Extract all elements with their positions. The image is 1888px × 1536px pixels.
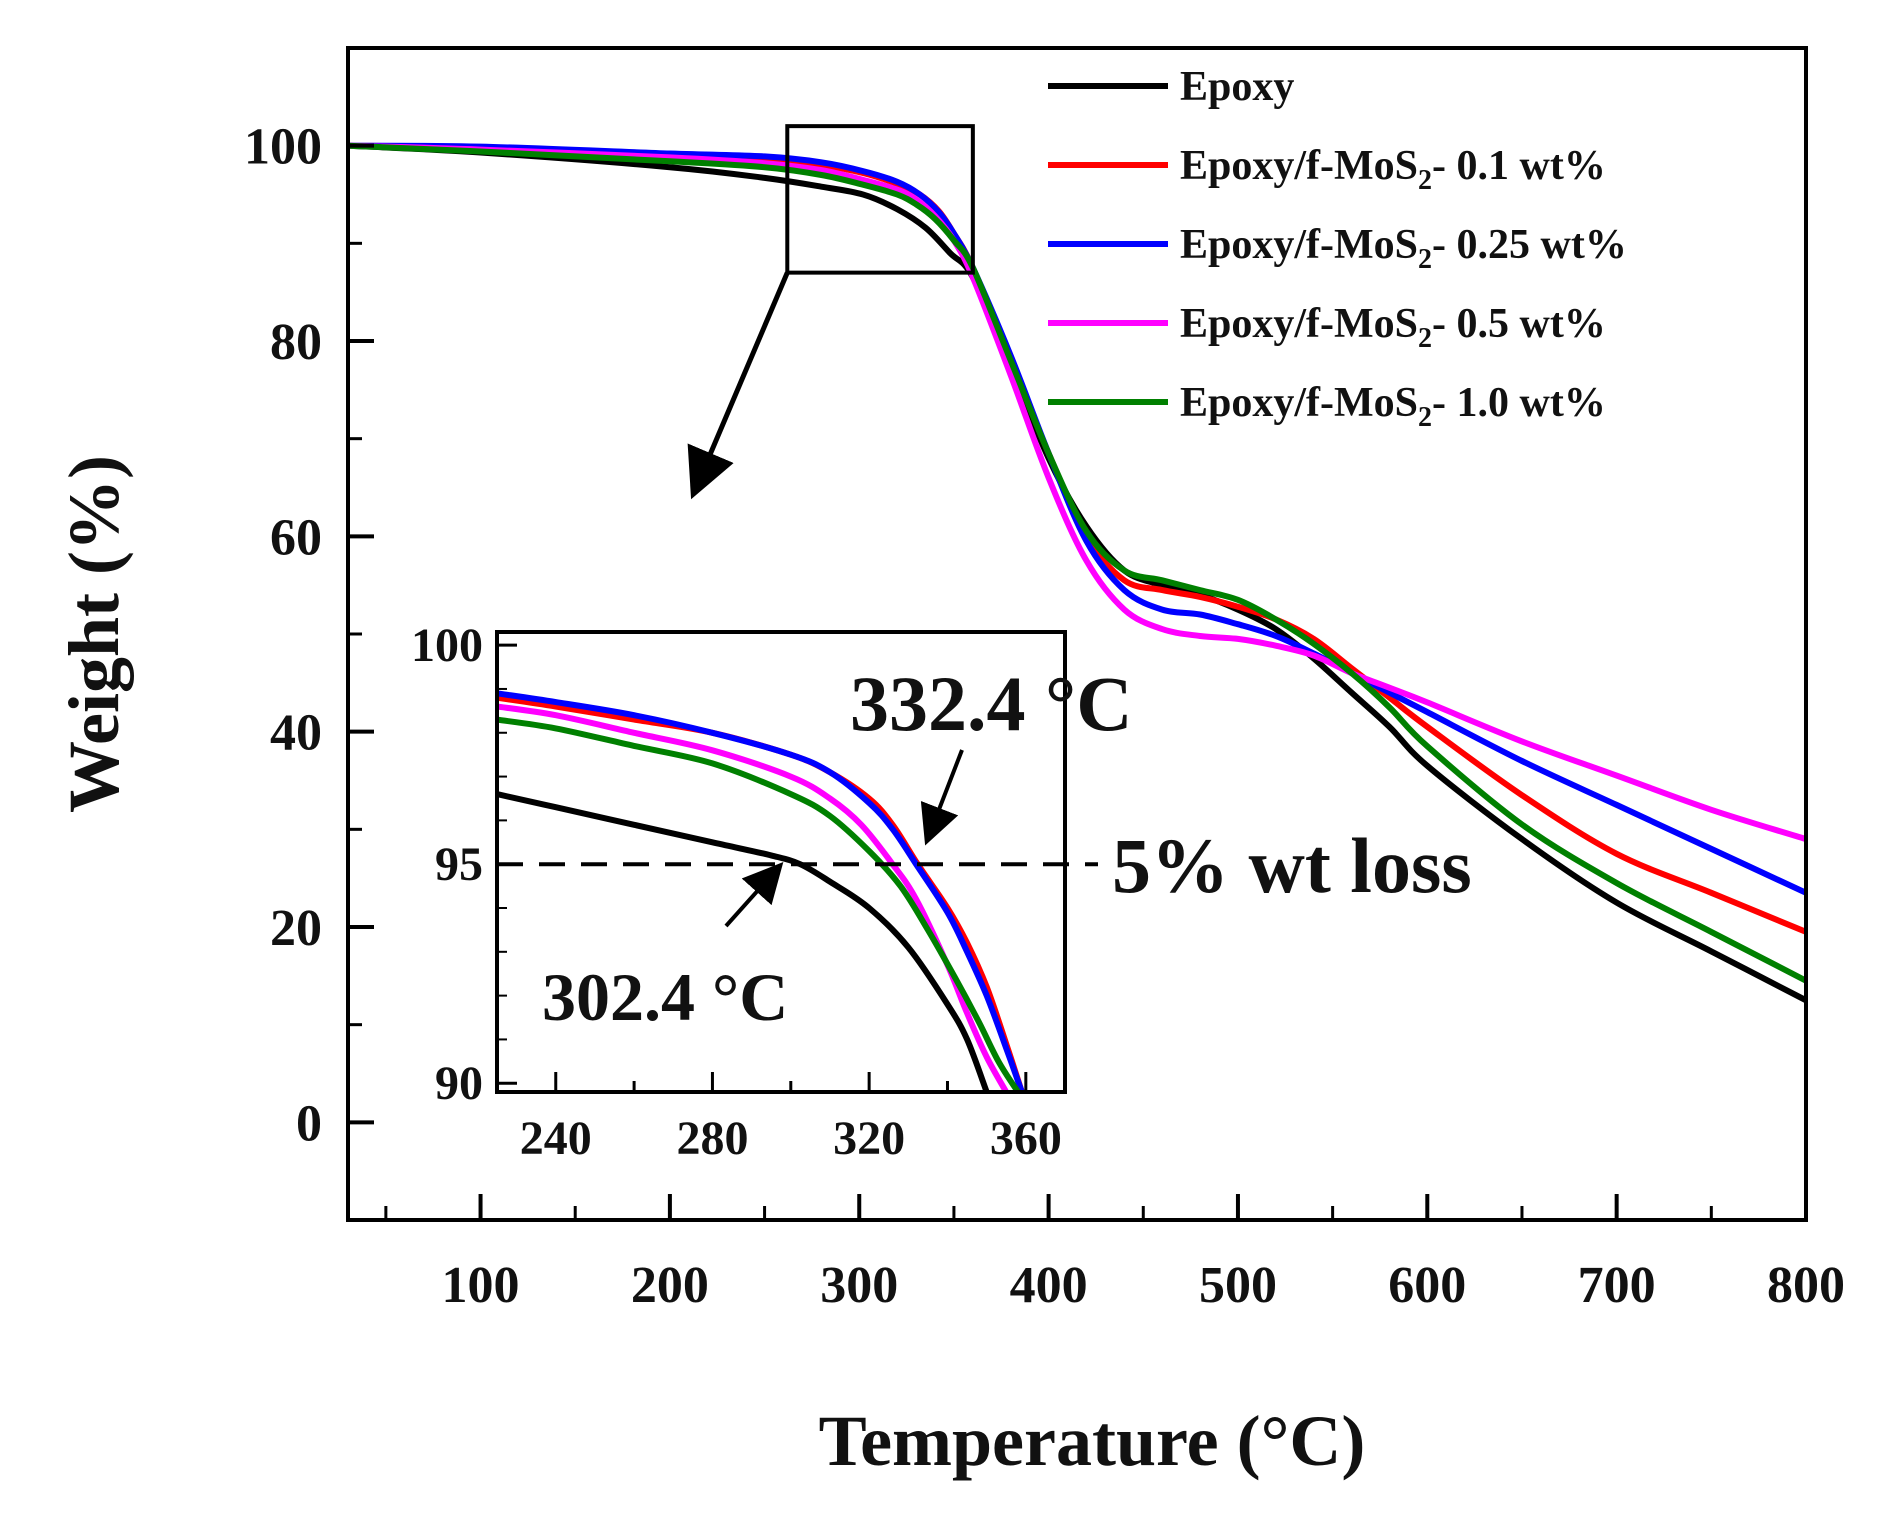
zoom-arrow <box>687 271 790 500</box>
annotation-layer: 5% wt loss 332.4 °C 302.4 °C <box>497 660 1472 1035</box>
legend-label-3: Epoxy/f-MoS2- 0.5 wt% <box>1180 301 1606 354</box>
main-series-line-3 <box>348 142 1806 842</box>
main-x-tick-label: 600 <box>1388 1257 1466 1314</box>
x-axis-title: Temperature (°C) <box>819 1401 1366 1481</box>
inset-x-tick-label: 240 <box>520 1112 592 1165</box>
main-y-tick-label: 40 <box>270 705 322 762</box>
main-series-line-4 <box>348 142 1806 984</box>
inset-series-line-3 <box>497 703 1009 1092</box>
arrow-302 <box>724 862 784 928</box>
main-x-tick-label: 300 <box>820 1257 898 1314</box>
inset-series-line-2 <box>497 690 1025 1092</box>
five-percent-label: 5% wt loss <box>1112 822 1472 909</box>
main-x-tick-label: 100 <box>442 1257 520 1314</box>
inset-plot-area: 240 280 320 360 90 95 100 <box>411 619 1067 1165</box>
legend: Epoxy Epoxy/f-MoS2- 0.1 wt% Epoxy/f-MoS2- … <box>1048 64 1627 433</box>
main-x-tick-label: 800 <box>1767 1257 1845 1314</box>
main-y-tick-label: 60 <box>270 509 322 566</box>
inset-y-tick-label: 95 <box>435 838 483 891</box>
main-y-tick-label: 20 <box>270 900 322 957</box>
inset-series-line-4 <box>497 716 1021 1092</box>
main-plot-area: 100 200 300 400 500 600 700 800 0 20 40 60 80 100 Temp… <box>54 46 1845 1481</box>
inset-series-group <box>497 690 1025 1092</box>
main-series-group <box>348 142 1806 1003</box>
y-axis-title: Weight (%) <box>54 455 134 813</box>
main-y-tick-label: 80 <box>270 314 322 371</box>
inset-series-line-0 <box>497 791 990 1092</box>
inset-x-tick-label: 360 <box>990 1112 1062 1165</box>
main-x-tick-label: 700 <box>1578 1257 1656 1314</box>
inset-y-tick-label: 90 <box>435 1057 483 1110</box>
temp-label-302: 302.4 °C <box>542 959 788 1035</box>
main-y-tick-label: 100 <box>244 119 322 176</box>
inset-frame <box>495 630 1067 1094</box>
arrow-332 <box>920 749 964 846</box>
legend-label-4: Epoxy/f-MoS2- 1.0 wt% <box>1180 380 1606 433</box>
zoom-box <box>785 124 975 275</box>
inset-x-tick-label: 320 <box>833 1112 905 1165</box>
legend-label-0: Epoxy <box>1180 64 1294 110</box>
inset-series-line-1 <box>497 694 1025 1092</box>
legend-label-1: Epoxy/f-MoS2- 0.1 wt% <box>1180 143 1606 196</box>
main-y-tick-label: 0 <box>296 1095 322 1152</box>
temp-label-332: 332.4 °C <box>850 660 1133 747</box>
legend-label-2: Epoxy/f-MoS2- 0.25 wt% <box>1180 222 1627 275</box>
inset-y-tick-label: 100 <box>411 619 483 672</box>
main-x-tick-label: 200 <box>631 1257 709 1314</box>
inset-x-tick-label: 280 <box>676 1112 748 1165</box>
main-x-tick-label: 400 <box>1010 1257 1088 1314</box>
main-x-tick-label: 500 <box>1199 1257 1277 1314</box>
main-series-line-2 <box>348 142 1806 896</box>
